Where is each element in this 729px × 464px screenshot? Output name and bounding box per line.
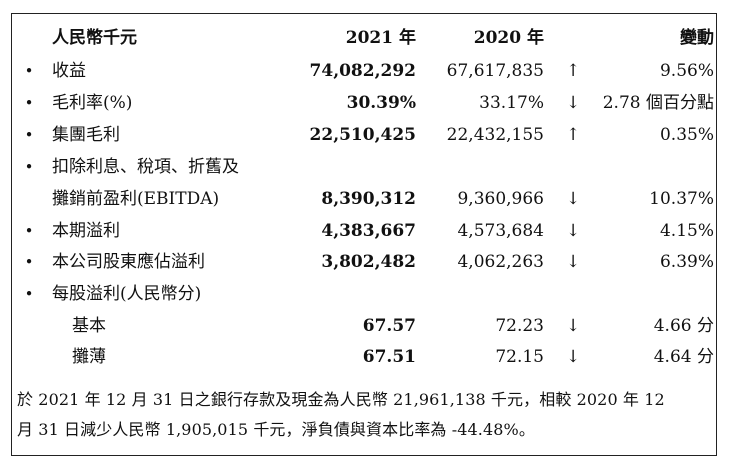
header-2020: 2020 年	[473, 28, 544, 48]
note-line-2: 月 31 日減少人民幣 1,905,015 千元，淨負債與資本比率為 -44.4…	[17, 420, 535, 439]
header-unit-label: 人民幣千元	[52, 28, 137, 48]
row-label: 本期溢利	[52, 221, 120, 241]
arrow-down-icon: ↓	[566, 347, 581, 367]
value-2021: 3,802,482	[321, 252, 416, 272]
bullet-icon: •	[24, 158, 34, 176]
arrow-down-icon: ↓	[566, 221, 581, 241]
header-2021: 2021 年	[345, 28, 416, 48]
value-2021: 67.57	[362, 316, 416, 336]
arrow-down-icon: ↓	[566, 189, 581, 209]
row-label: 攤銷前盈利(EBITDA)	[52, 189, 220, 209]
table-row: • 本公司股東應佔溢利 3,802,482 4,062,263 ↓ 6.39%	[0, 247, 729, 277]
row-label: 集團毛利	[52, 125, 120, 145]
bullet-icon: •	[24, 285, 34, 303]
arrow-up-icon: ↑	[566, 61, 581, 81]
table-row: 基本 67.57 72.23 ↓ 4.66 分	[0, 311, 729, 341]
table-row: • 毛利率(%) 30.39% 33.17% ↓ 2.78 個百分點	[0, 88, 729, 118]
bullet-icon: •	[24, 253, 34, 271]
value-2020: 33.17%	[479, 93, 544, 113]
row-label: 毛利率(%)	[52, 93, 133, 113]
value-2020: 9,360,966	[457, 189, 544, 209]
header-change: 變動	[680, 28, 714, 48]
value-2021: 67.51	[362, 347, 416, 367]
change-value: 9.56%	[659, 61, 714, 81]
bullet-icon: •	[24, 94, 34, 112]
value-2021: 4,383,667	[321, 221, 416, 241]
note-line-1: 於 2021 年 12 月 31 日之銀行存款及現金為人民幣 21,961,13…	[17, 390, 665, 409]
value-2020: 22,432,155	[446, 125, 544, 145]
cash-position-note: 於 2021 年 12 月 31 日之銀行存款及現金為人民幣 21,961,13…	[17, 385, 717, 445]
row-label: 每股溢利(人民幣分)	[52, 284, 202, 304]
value-2020: 72.23	[495, 316, 544, 336]
bullet-icon: •	[24, 62, 34, 80]
value-2021: 8,390,312	[321, 189, 416, 209]
arrow-down-icon: ↓	[566, 93, 581, 113]
bullet-icon: •	[24, 222, 34, 240]
change-value: 0.35%	[659, 125, 714, 145]
value-2021: 22,510,425	[309, 125, 416, 145]
table-row: • 扣除利息、稅項、折舊及	[0, 152, 729, 182]
arrow-down-icon: ↓	[566, 316, 581, 336]
change-value: 6.39%	[659, 252, 714, 272]
arrow-up-icon: ↑	[566, 125, 581, 145]
value-2020: 4,062,263	[457, 252, 544, 272]
change-value: 4.66 分	[653, 316, 714, 336]
value-2020: 72.15	[495, 347, 544, 367]
table-row: • 本期溢利 4,383,667 4,573,684 ↓ 4.15%	[0, 216, 729, 246]
table-row: 攤薄 67.51 72.15 ↓ 4.64 分	[0, 342, 729, 372]
table-row: 攤銷前盈利(EBITDA) 8,390,312 9,360,966 ↓ 10.3…	[0, 184, 729, 214]
value-2021: 74,082,292	[309, 61, 416, 81]
change-value: 10.37%	[649, 189, 714, 209]
value-2021: 30.39%	[346, 93, 416, 113]
summary-box	[11, 13, 717, 456]
row-label: 收益	[52, 61, 86, 81]
bullet-icon: •	[24, 126, 34, 144]
row-label: 攤薄	[72, 347, 106, 367]
row-label: 基本	[72, 316, 106, 336]
table-row: • 收益 74,082,292 67,617,835 ↑ 9.56%	[0, 56, 729, 86]
table-header: 人民幣千元 2021 年 2020 年 變動	[0, 23, 729, 53]
change-value: 2.78 個百分點	[602, 93, 714, 113]
row-label: 本公司股東應佔溢利	[52, 252, 205, 272]
value-2020: 4,573,684	[457, 221, 544, 241]
row-label: 扣除利息、稅項、折舊及	[52, 157, 239, 177]
table-row: • 集團毛利 22,510,425 22,432,155 ↑ 0.35%	[0, 120, 729, 150]
table-row: • 每股溢利(人民幣分)	[0, 279, 729, 309]
arrow-down-icon: ↓	[566, 252, 581, 272]
value-2020: 67,617,835	[446, 61, 544, 81]
change-value: 4.64 分	[653, 347, 714, 367]
change-value: 4.15%	[659, 221, 714, 241]
